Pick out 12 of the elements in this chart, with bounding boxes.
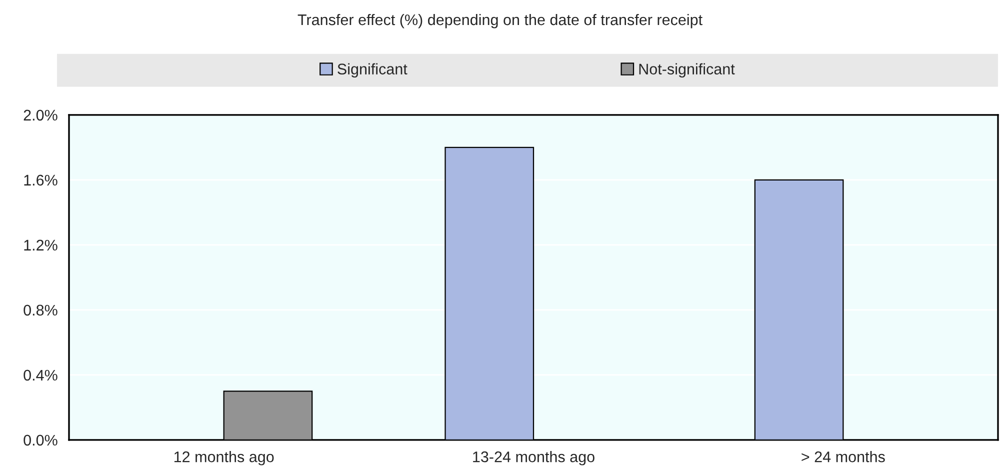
legend-label: Significant xyxy=(338,63,408,78)
legend-label: Not-significant xyxy=(639,63,735,78)
chart-title: Transfer effect (%) depending on the date of transfer receipt xyxy=(298,14,702,28)
x-tick-label: 13-24 months ago xyxy=(473,451,594,466)
y-tick-label: 1.6% xyxy=(24,174,58,186)
y-tick-label: 0.4% xyxy=(24,370,58,381)
x-tick-label: 12 months ago xyxy=(174,451,274,466)
y-tick-label: 0.0% xyxy=(24,434,58,446)
y-tick-label: 1.2% xyxy=(24,240,58,251)
y-tick-label: 2.0% xyxy=(24,110,58,121)
x-tick-label: > 24 months xyxy=(802,451,885,462)
y-tick-label: 0.8% xyxy=(24,304,58,316)
